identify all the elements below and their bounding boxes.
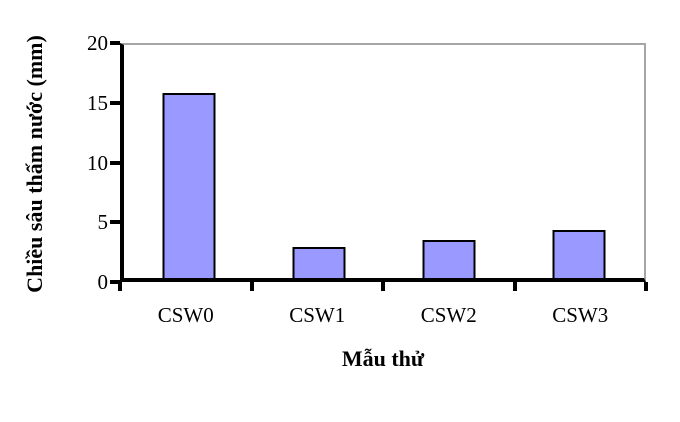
y-tick-mark — [110, 41, 120, 45]
bar-cell — [124, 45, 254, 278]
x-axis-title: Mẫu thử — [341, 346, 425, 371]
bar — [292, 246, 346, 278]
category-label: CSW2 — [420, 303, 477, 327]
y-tick-label: 5 — [97, 210, 109, 235]
y-tick-label: 20 — [87, 31, 108, 55]
y-tick-mark — [110, 160, 120, 165]
category-label: CSW3 — [552, 303, 609, 327]
x-tick-mark — [381, 282, 385, 291]
y-tick-label: 0 — [97, 270, 109, 294]
bars-row — [124, 45, 644, 278]
x-tick-mark — [118, 282, 122, 291]
x-tick-mark — [644, 282, 648, 291]
y-tick-mark — [110, 220, 120, 225]
plot-area — [120, 43, 646, 282]
category-labels-row: CSW0 CSW1 CSW2 CSW3 — [120, 302, 646, 328]
bar-cell — [514, 45, 644, 278]
x-tick-mark — [512, 282, 517, 291]
y-tick-label: 15 — [87, 90, 108, 115]
bar-cell — [254, 45, 384, 278]
category-label: CSW0 — [157, 303, 214, 327]
bar — [422, 239, 476, 278]
x-tick-mark — [249, 282, 254, 291]
bar — [162, 92, 216, 278]
y-tick-mark — [110, 100, 120, 105]
category-label: CSW1 — [289, 303, 346, 327]
bar-cell — [384, 45, 514, 278]
y-tick-label: 10 — [87, 150, 108, 175]
y-tick-mark — [110, 280, 120, 284]
y-axis-title: Chiều sâu thấm nước (mm) — [22, 35, 47, 293]
bar — [552, 230, 606, 278]
